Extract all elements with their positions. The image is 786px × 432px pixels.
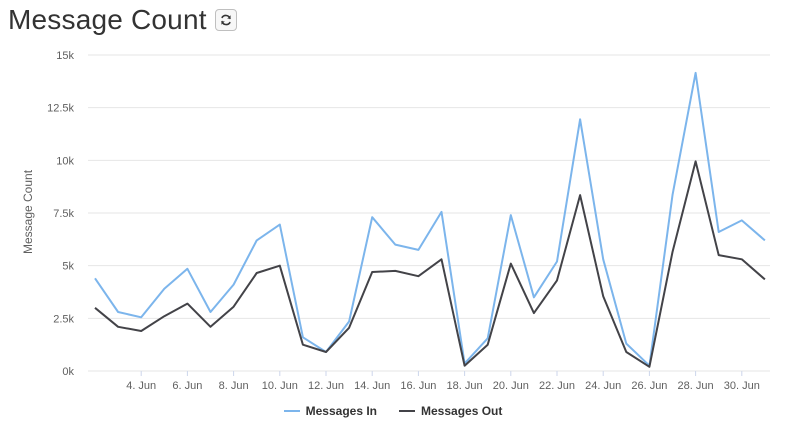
refresh-icon [220,14,231,26]
data-point[interactable] [670,249,675,254]
data-point[interactable] [324,350,329,355]
legend-label-messages-out: Messages Out [421,404,503,418]
data-point[interactable] [185,301,190,306]
data-point[interactable] [531,311,536,316]
legend-item-messages-in[interactable]: Messages In [283,404,377,418]
x-tick-label: 28. Jun [678,380,714,392]
data-point[interactable] [185,266,190,271]
data-point[interactable] [393,268,398,273]
y-tick-label: 2.5k [53,313,74,325]
x-tick-label: 8. Jun [219,380,249,392]
data-point[interactable] [162,286,167,291]
data-point[interactable] [555,259,560,264]
data-point[interactable] [624,350,629,355]
data-point[interactable] [139,315,144,320]
legend-label-messages-in: Messages In [305,404,377,418]
data-point[interactable] [254,271,259,276]
x-tick-label: 12. Jun [308,380,344,392]
data-point[interactable] [370,215,375,220]
x-tick-label: 14. Jun [354,380,390,392]
data-point[interactable] [462,363,467,368]
x-tick-label: 10. Jun [262,380,298,392]
data-point[interactable] [370,269,375,274]
data-point[interactable] [231,282,236,287]
legend-item-messages-out[interactable]: Messages Out [399,404,502,418]
x-tick-label: 18. Jun [447,380,483,392]
data-point[interactable] [277,222,282,227]
legend-swatch-messages-in [283,410,300,412]
data-point[interactable] [116,324,121,329]
data-point[interactable] [93,276,98,281]
data-point[interactable] [578,193,583,198]
data-point[interactable] [139,328,144,333]
data-point[interactable] [624,341,629,346]
y-axis-title: Message Count [21,169,35,254]
data-point[interactable] [416,247,421,252]
data-point[interactable] [300,342,305,347]
data-point[interactable] [347,319,352,324]
legend-swatch-messages-out [399,410,415,412]
x-axis-tick-labels: 4. Jun 6. Jun 8. Jun 10. Jun 12. Jun 14. Jun 1… [126,371,760,392]
data-point[interactable] [647,364,652,369]
data-point[interactable] [254,238,259,243]
x-tick-label: 26. Jun [631,380,667,392]
chart-legend: Messages In Messages Out [0,404,786,418]
y-tick-label: 5k [62,261,74,273]
data-point[interactable] [739,257,744,262]
grid-lines [88,54,770,372]
data-point[interactable] [739,218,744,223]
data-point[interactable] [693,70,698,75]
refresh-button[interactable] [214,9,237,31]
x-tick-label: 22. Jun [539,380,575,392]
data-point[interactable] [716,253,721,258]
chart-header: Message Count [8,2,237,38]
series-line-messages-out [94,160,766,368]
data-point[interactable] [508,261,513,266]
data-point[interactable] [762,238,767,243]
data-point[interactable] [762,277,767,282]
data-point[interactable] [555,278,560,283]
data-point[interactable] [485,336,490,341]
x-tick-label: 4. Jun [126,380,156,392]
data-point[interactable] [716,229,721,234]
data-point[interactable] [231,304,236,309]
data-point[interactable] [485,342,490,347]
y-tick-label: 7.5k [53,208,74,220]
series-line-messages-in [94,71,766,367]
y-tick-label: 12.5k [47,103,74,115]
data-point[interactable] [439,209,444,214]
data-point[interactable] [300,335,305,340]
x-tick-label: 24. Jun [585,380,621,392]
page-title: Message Count [8,4,207,35]
data-point[interactable] [439,257,444,262]
data-point[interactable] [531,295,536,300]
y-tick-label: 15k [56,50,74,62]
data-point[interactable] [601,257,606,262]
x-tick-label: 30. Jun [724,380,760,392]
x-tick-label: 6. Jun [172,380,202,392]
series-lines [94,71,766,368]
y-axis-tick-labels: 0k 2.5k 5k 7.5k 10k 12.5k 15k [47,50,74,378]
data-point[interactable] [601,294,606,299]
data-point[interactable] [208,310,213,315]
data-point[interactable] [393,242,398,247]
data-point[interactable] [208,324,213,329]
x-tick-label: 20. Jun [493,380,529,392]
data-point[interactable] [416,274,421,279]
data-point[interactable] [508,213,513,218]
series-points [93,70,768,369]
data-point[interactable] [93,305,98,310]
data-point[interactable] [578,117,583,122]
data-point[interactable] [162,314,167,319]
data-point[interactable] [116,310,121,315]
data-point[interactable] [670,193,675,198]
y-tick-label: 0k [62,366,74,378]
data-point[interactable] [347,325,352,330]
x-tick-label: 16. Jun [400,380,436,392]
data-point[interactable] [693,159,698,164]
y-tick-label: 10k [56,155,74,167]
data-point[interactable] [277,263,282,268]
